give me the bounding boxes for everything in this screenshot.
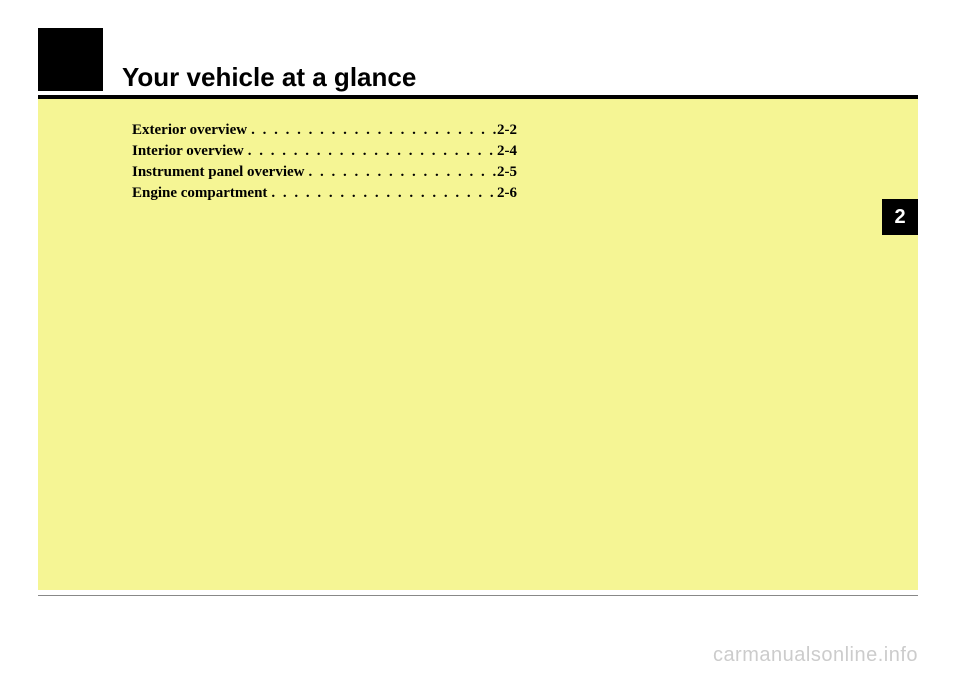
section-number: 2 [894, 206, 905, 229]
header-black-square [38, 28, 103, 91]
toc-label: Instrument panel overview [132, 164, 305, 181]
toc-entry: Instrument panel overview . . . . . . . … [132, 164, 517, 181]
toc-entry: Exterior overview . . . . . . . . . . . … [132, 122, 517, 139]
toc-dots: . . . . . . . . . . . . . . . . . . . . … [267, 185, 497, 202]
page-container: Your vehicle at a glance Exterior overvi… [0, 0, 960, 689]
toc-label: Engine compartment [132, 185, 267, 202]
page-title: Your vehicle at a glance [122, 62, 416, 93]
toc-dots: . . . . . . . . . . . . . . . . . . . . … [247, 122, 497, 139]
toc-dots: . . . . . . . . . . . . . . . . . . . . … [244, 143, 497, 160]
toc-label: Exterior overview [132, 122, 247, 139]
toc-label: Interior overview [132, 143, 244, 160]
toc-dots: . . . . . . . . . . . . . . . . . . . [305, 164, 498, 181]
toc-page: 2-2 [497, 122, 517, 139]
table-of-contents: Exterior overview . . . . . . . . . . . … [132, 122, 517, 206]
toc-page: 2-5 [497, 164, 517, 181]
watermark: carmanualsonline.info [713, 644, 918, 667]
section-tab: 2 [882, 199, 918, 235]
toc-entry: Engine compartment . . . . . . . . . . .… [132, 185, 517, 202]
toc-entry: Interior overview . . . . . . . . . . . … [132, 143, 517, 160]
toc-page: 2-4 [497, 143, 517, 160]
toc-page: 2-6 [497, 185, 517, 202]
bottom-divider [38, 595, 918, 596]
